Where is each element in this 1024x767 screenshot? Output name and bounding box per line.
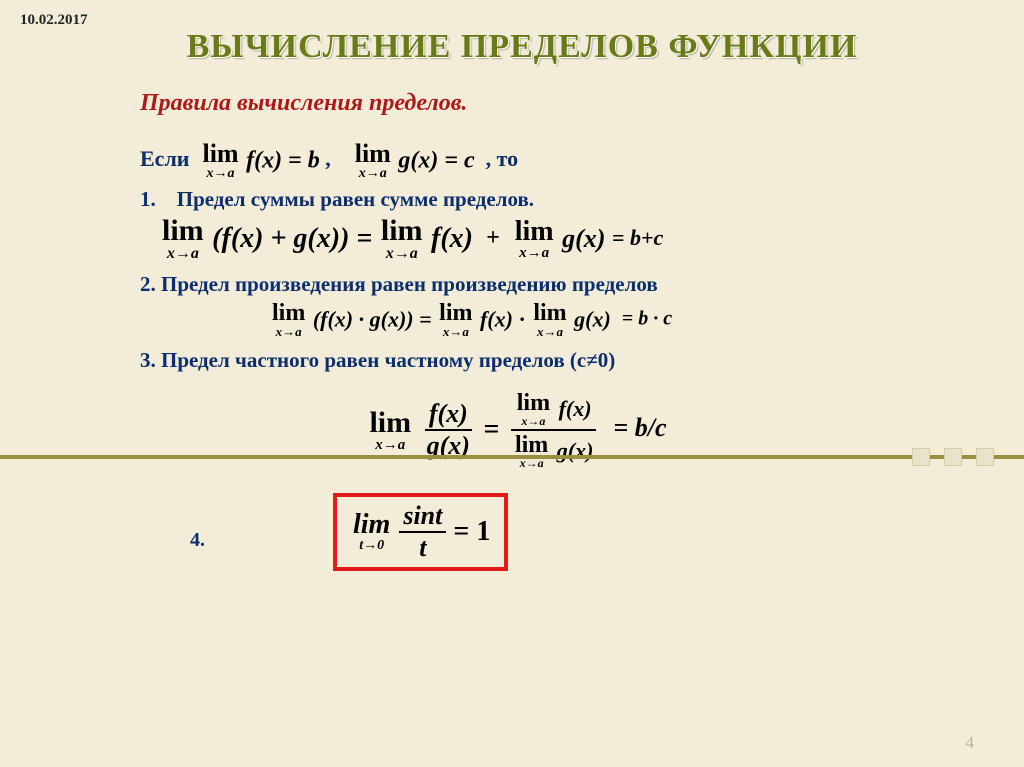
lim-g-expr: g(x) = c	[398, 148, 474, 174]
r2-rhs1-expr: f(x)	[480, 307, 513, 332]
r3-result: = b/c	[613, 413, 666, 442]
band-line	[0, 455, 1024, 459]
r1-rhs2-expr: g(x)	[562, 224, 605, 253]
r2-lhs-lim: lim	[272, 301, 305, 325]
r1-rhs2-lim: lim	[515, 218, 554, 246]
rule4-row: 4. lim t→0 sint t = 1	[70, 487, 964, 571]
lim-g-sub: x→a	[359, 167, 387, 181]
r2-rhs2-expr: g(x)	[574, 307, 611, 332]
decorative-band	[912, 445, 1024, 469]
r1-rhs1-sub: x→a	[386, 246, 418, 262]
r2-dot: ·	[518, 307, 525, 332]
r2-result: = b · c	[622, 308, 672, 330]
rule1-heading: 1. Предел суммы равен сумме пределов.	[140, 187, 964, 212]
r3-rn-expr: f(x)	[559, 396, 592, 421]
rule4-num: 4.	[190, 529, 205, 552]
rule1-num: 1.	[140, 187, 156, 211]
rule1-eq: lim x→a (f(x) + g(x)) = lim x→a f(x) + l…	[160, 216, 964, 262]
r1-rhs1-lim: lim	[381, 216, 423, 246]
r2-rhs1-sub: x→a	[443, 325, 469, 338]
r3-lhs-lim: lim	[369, 408, 411, 438]
r2-lhs-expr: (f(x) · g(x)) =	[313, 307, 432, 332]
r4-den: t	[415, 533, 430, 561]
r1-rhs2-sub: x→a	[519, 246, 549, 261]
comma1: ,	[325, 146, 331, 171]
page-number: 4	[966, 733, 975, 753]
rule2-eq: lim x→a (f(x) · g(x)) = lim x→a f(x) · l…	[270, 301, 964, 338]
r3-eq: =	[483, 414, 499, 445]
r3-rn-sub: x→a	[521, 415, 545, 427]
lim-f-sub: x→a	[207, 167, 235, 181]
r3-rd-expr: g(x)	[557, 438, 594, 463]
r3-rn-lim: lim	[517, 391, 550, 415]
lim-g: lim	[355, 141, 391, 167]
date-text: 10.02.2017	[20, 12, 88, 29]
rule2-heading: 2. Предел произведения равен произведени…	[140, 272, 964, 297]
r4-sub: t→0	[359, 539, 384, 553]
r1-lhs-sub: x→a	[167, 246, 199, 262]
square-icon	[912, 448, 930, 466]
subtitle: Правила вычисления пределов.	[140, 90, 964, 117]
r4-lim: lim	[353, 511, 390, 539]
r4-num: sint	[399, 503, 446, 533]
r2-rhs2-sub: x→a	[537, 325, 563, 338]
r4-eq: = 1	[453, 516, 490, 547]
then-word: , то	[486, 146, 519, 171]
square-icon	[944, 448, 962, 466]
r1-plus: +	[486, 225, 500, 251]
lim-f-expr: f(x) = b	[246, 148, 320, 174]
rule3-heading: 3. Предел частного равен частному предел…	[140, 348, 964, 373]
r3-lhs-num: f(x)	[425, 401, 472, 431]
r2-rhs1-lim: lim	[439, 301, 472, 325]
page-title: ВЫЧИСЛЕНИЕ ПРЕДЕЛОВ ФУНКЦИИ	[80, 28, 964, 66]
r2-lhs-sub: x→a	[276, 325, 302, 338]
r1-lhs-lim: lim	[162, 216, 204, 246]
rule1-text: Предел суммы равен сумме пределов.	[177, 187, 534, 211]
r2-rhs2-lim: lim	[533, 301, 566, 325]
premise-line: Если lim x→a f(x) = b , lim x→a g(x) = c…	[140, 141, 964, 181]
r3-lhs-sub: x→a	[375, 438, 405, 453]
band-squares	[912, 448, 1024, 466]
r1-lhs-expr: (f(x) + g(x)) =	[212, 223, 372, 254]
r1-result: = b+c	[612, 225, 663, 250]
redbox: lim t→0 sint t = 1	[333, 493, 508, 571]
slide-container: 10.02.2017 ВЫЧИСЛЕНИЕ ПРЕДЕЛОВ ФУНКЦИИ П…	[0, 0, 1024, 767]
if-word: Если	[140, 146, 189, 171]
r3-rd-lim: lim	[515, 433, 548, 457]
r1-rhs1-expr: f(x)	[431, 223, 473, 254]
lim-f: lim	[202, 141, 238, 167]
square-icon	[976, 448, 994, 466]
